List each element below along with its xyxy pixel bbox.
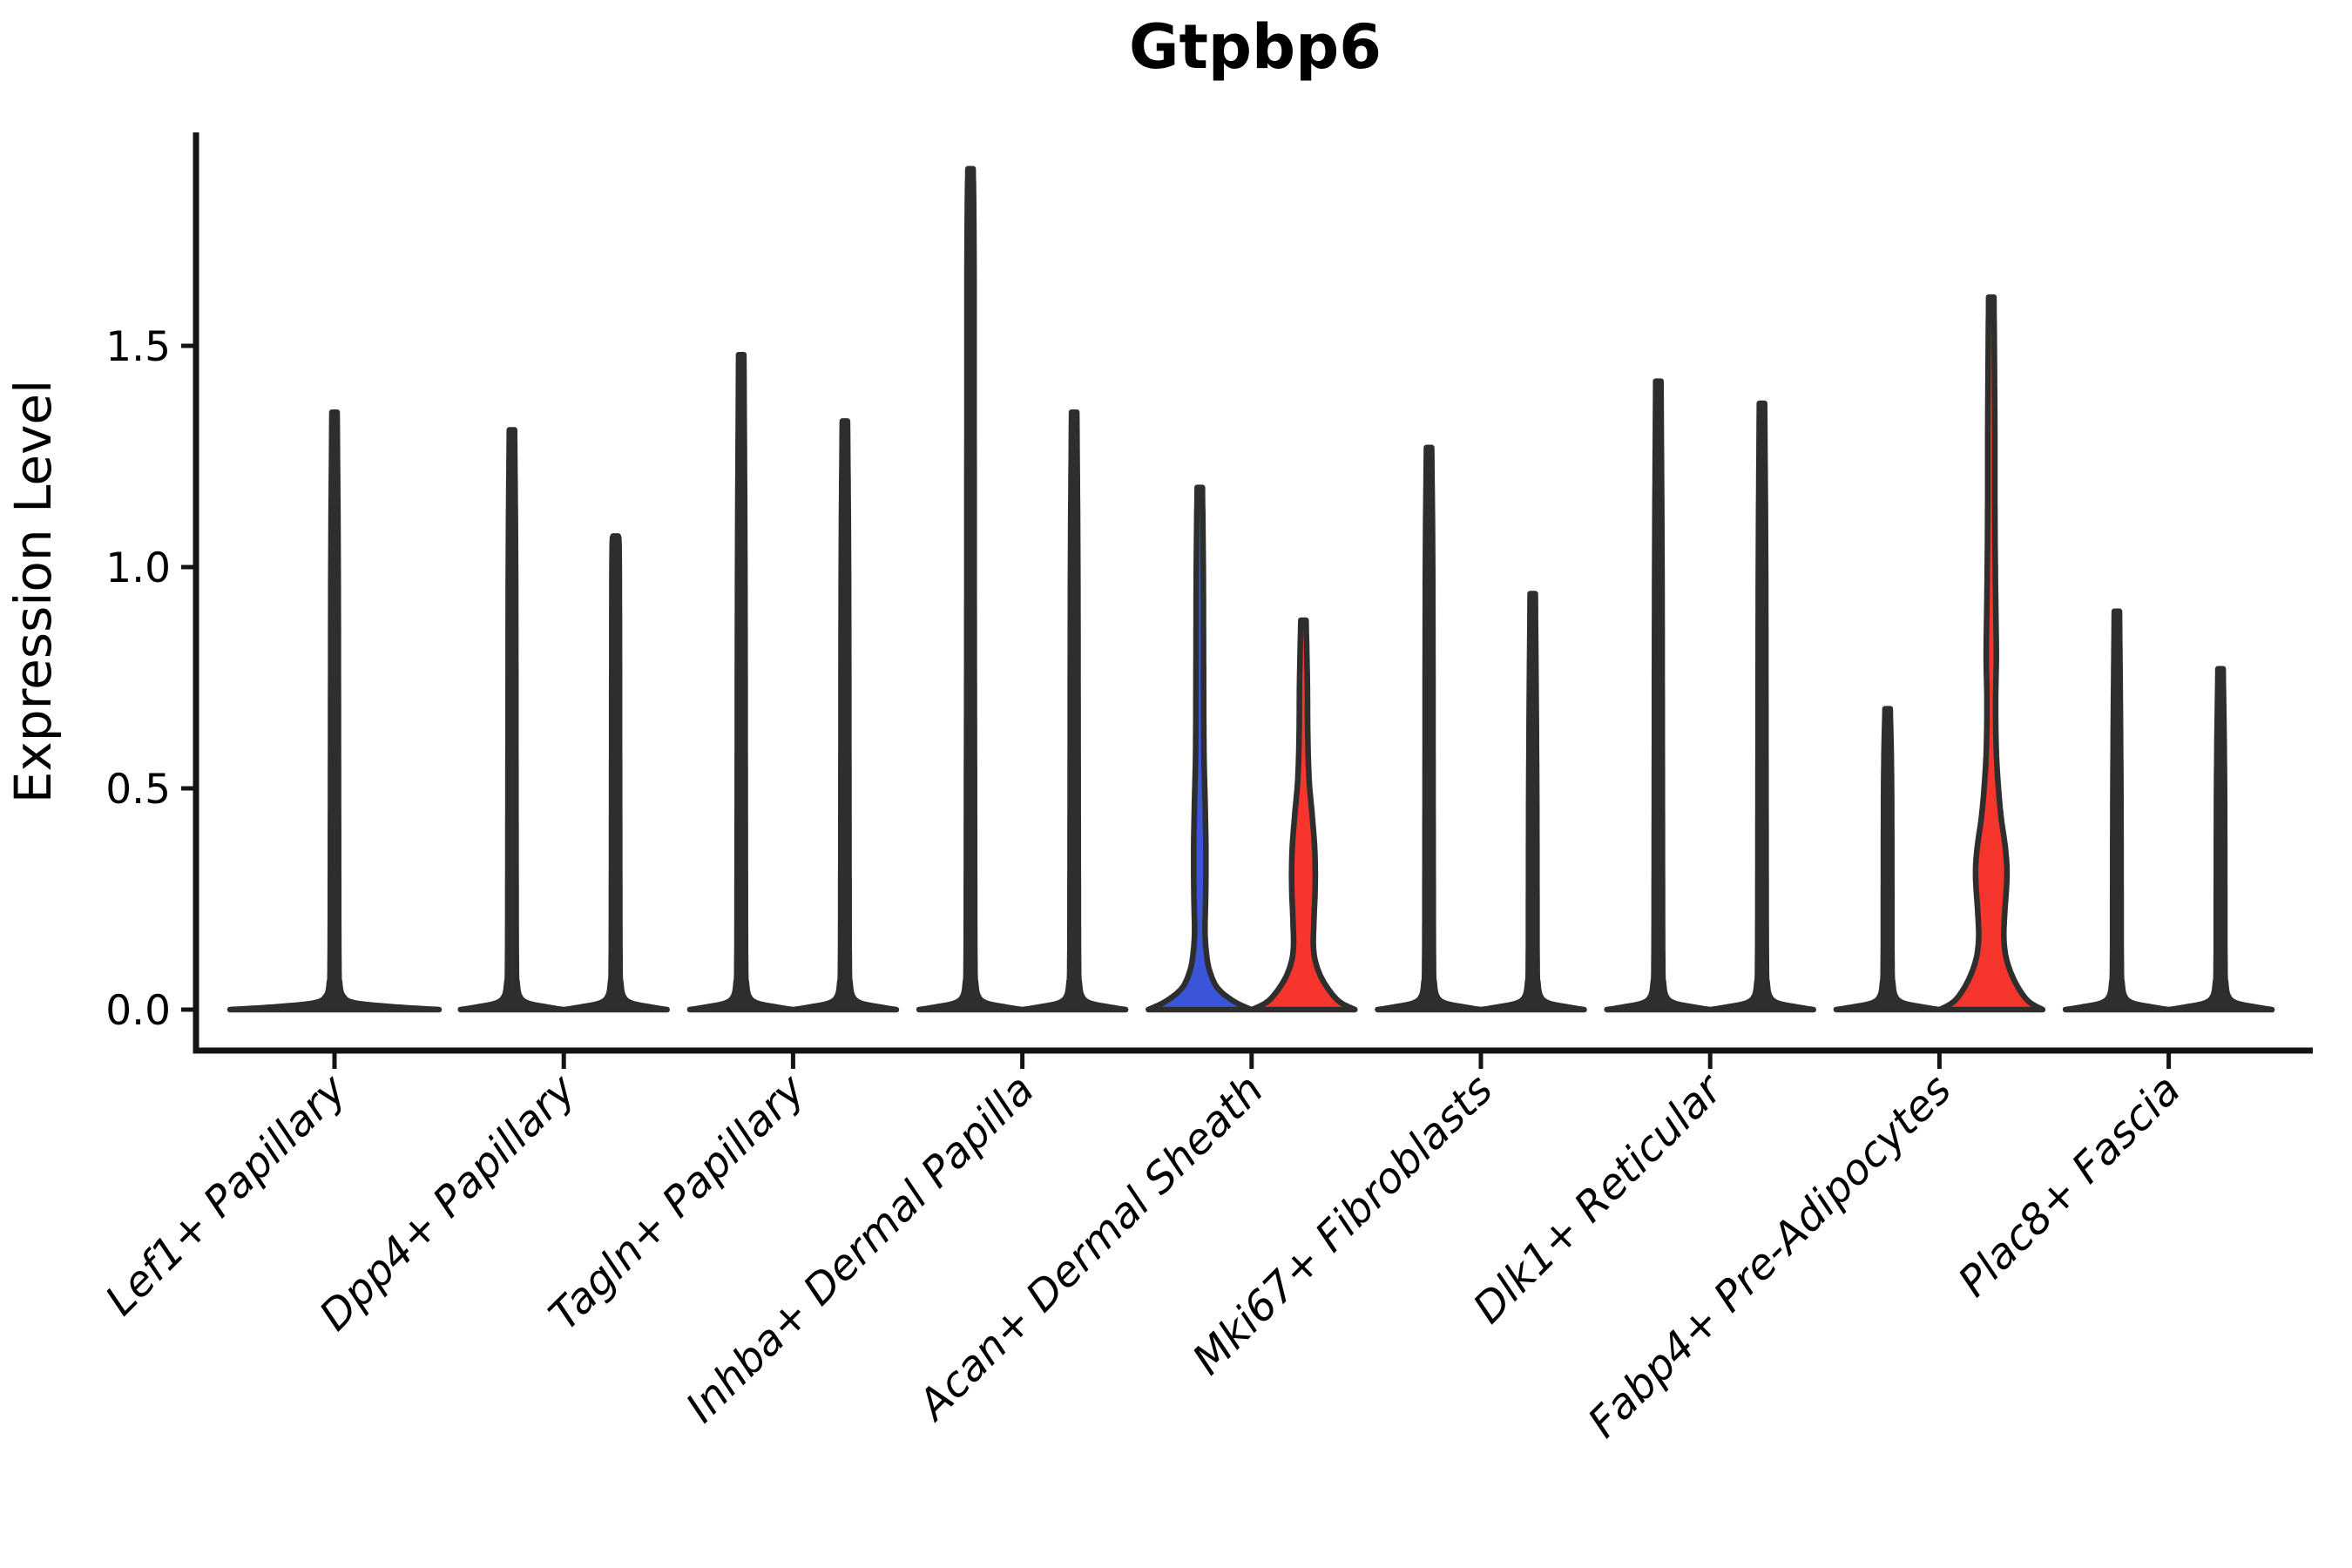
violin-mki67-fibroblasts-left bbox=[1375, 444, 1484, 1013]
violin-acan-dermal-sheath-left bbox=[1146, 484, 1254, 1013]
violin-tagln-papillary-right bbox=[790, 418, 900, 1013]
violin-plac8-fascia-right bbox=[2166, 666, 2275, 1013]
chart-title: Gtpbp6 bbox=[1129, 11, 1382, 83]
violin-fabp4-pre-adipocytes-left bbox=[1833, 706, 1943, 1013]
violin-dlk1-reticular-left bbox=[1604, 378, 1713, 1013]
y-tick-label-0.0: 0.0 bbox=[105, 987, 171, 1035]
violin-plac8-fascia-left bbox=[2062, 608, 2172, 1013]
x-tick-label-lef1-papillary: Lef1+ Papillary bbox=[96, 1064, 356, 1325]
violin-tagln-papillary-left bbox=[686, 351, 796, 1013]
x-tick-label-plac8-fascia: Plac8+ Fascia bbox=[1949, 1065, 2190, 1307]
violin-inhba-dermal-papilla-right bbox=[1019, 409, 1129, 1013]
violin-acan-dermal-sheath-right bbox=[1249, 617, 1358, 1013]
x-tick-label-dpp4-papillary: Dpp4+ Papillary bbox=[310, 1064, 585, 1340]
violin-mki67-fibroblasts-right bbox=[1478, 591, 1587, 1013]
x-tick-label-fabp4-pre-adipocytes: Fabp4+ Pre-Adipocytes bbox=[1578, 1065, 1961, 1448]
y-tick-label-1.5: 1.5 bbox=[105, 323, 171, 371]
y-tick-label-0.5: 0.5 bbox=[105, 766, 171, 814]
violin-dpp4-papillary-left bbox=[457, 427, 566, 1013]
violin-lef1-papillary-single bbox=[226, 409, 443, 1013]
y-axis-label: Expression Level bbox=[3, 380, 63, 803]
violin-fabp4-pre-adipocytes-right bbox=[1936, 294, 2046, 1013]
violin-dlk1-reticular-right bbox=[1707, 400, 1816, 1013]
x-tick-label-dlk1-reticular: Dlk1+ Reticular bbox=[1463, 1064, 1734, 1334]
violin-dpp4-papillary-right bbox=[561, 533, 670, 1013]
violin-inhba-dermal-papilla-left bbox=[916, 166, 1025, 1013]
violins-layer bbox=[226, 166, 2275, 1013]
x-tick-label-tagln-papillary: Tagln+ Papillary bbox=[540, 1064, 815, 1340]
y-tick-label-1.0: 1.0 bbox=[105, 544, 171, 592]
